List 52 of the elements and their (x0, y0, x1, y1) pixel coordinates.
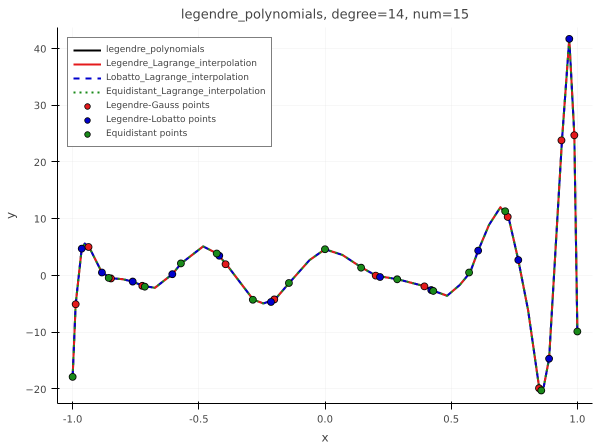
point (393, 275, 402, 284)
point (545, 354, 553, 363)
legend-label: legendre_polynomials (106, 44, 204, 56)
point (565, 34, 574, 43)
y-axis-title: y (3, 212, 18, 220)
legend-label: Equidistant_Lagrange_interpolation (106, 86, 266, 98)
point (104, 274, 113, 282)
x-tick-label: -0.5 (189, 414, 209, 426)
legend-label: Legendre-Lobatto points (106, 114, 216, 126)
point (140, 282, 149, 291)
point (84, 243, 92, 251)
x-axis-title: x (321, 430, 329, 444)
point (285, 279, 293, 287)
point (212, 250, 221, 258)
point (168, 270, 176, 278)
point (570, 131, 578, 140)
point (321, 245, 329, 254)
point (558, 136, 566, 144)
y-tick-label: 30 (34, 101, 47, 112)
point (177, 260, 185, 268)
x-tick-label: 1.0 (569, 414, 586, 426)
point (128, 278, 137, 286)
x-tick-label: 0.0 (317, 414, 333, 426)
point (98, 268, 106, 276)
chart-title: legendre_polynomials, degree=14, num=15 (180, 8, 470, 22)
point (474, 246, 482, 255)
point (514, 256, 522, 264)
point (78, 244, 86, 253)
y-tick-label: 0 (40, 271, 47, 282)
y-tick-label: 20 (34, 158, 47, 169)
point (465, 268, 473, 276)
y-tick-label: 40 (34, 44, 47, 56)
legend-label: Legendre-Gauss points (106, 100, 210, 112)
point (222, 260, 230, 268)
point (420, 282, 428, 290)
point (573, 328, 582, 336)
point (357, 264, 365, 272)
point (501, 207, 510, 216)
y-tick-label: −10 (25, 328, 47, 340)
point (68, 372, 77, 381)
point (537, 386, 546, 394)
y-tick-label: −20 (25, 384, 47, 396)
point (248, 296, 257, 304)
legend-label: Legendre_Lagrange_interpolation (106, 58, 257, 70)
legend-label: Equidistant points (106, 128, 188, 140)
y-tick-label: 10 (34, 214, 47, 226)
point (376, 273, 384, 281)
x-tick-label: 0.5 (443, 414, 460, 426)
point (72, 300, 80, 308)
x-tick-label: -1.0 (62, 414, 82, 426)
point (267, 298, 275, 306)
legend-label: Lobatto_Lagrange_interpolation (106, 72, 250, 84)
